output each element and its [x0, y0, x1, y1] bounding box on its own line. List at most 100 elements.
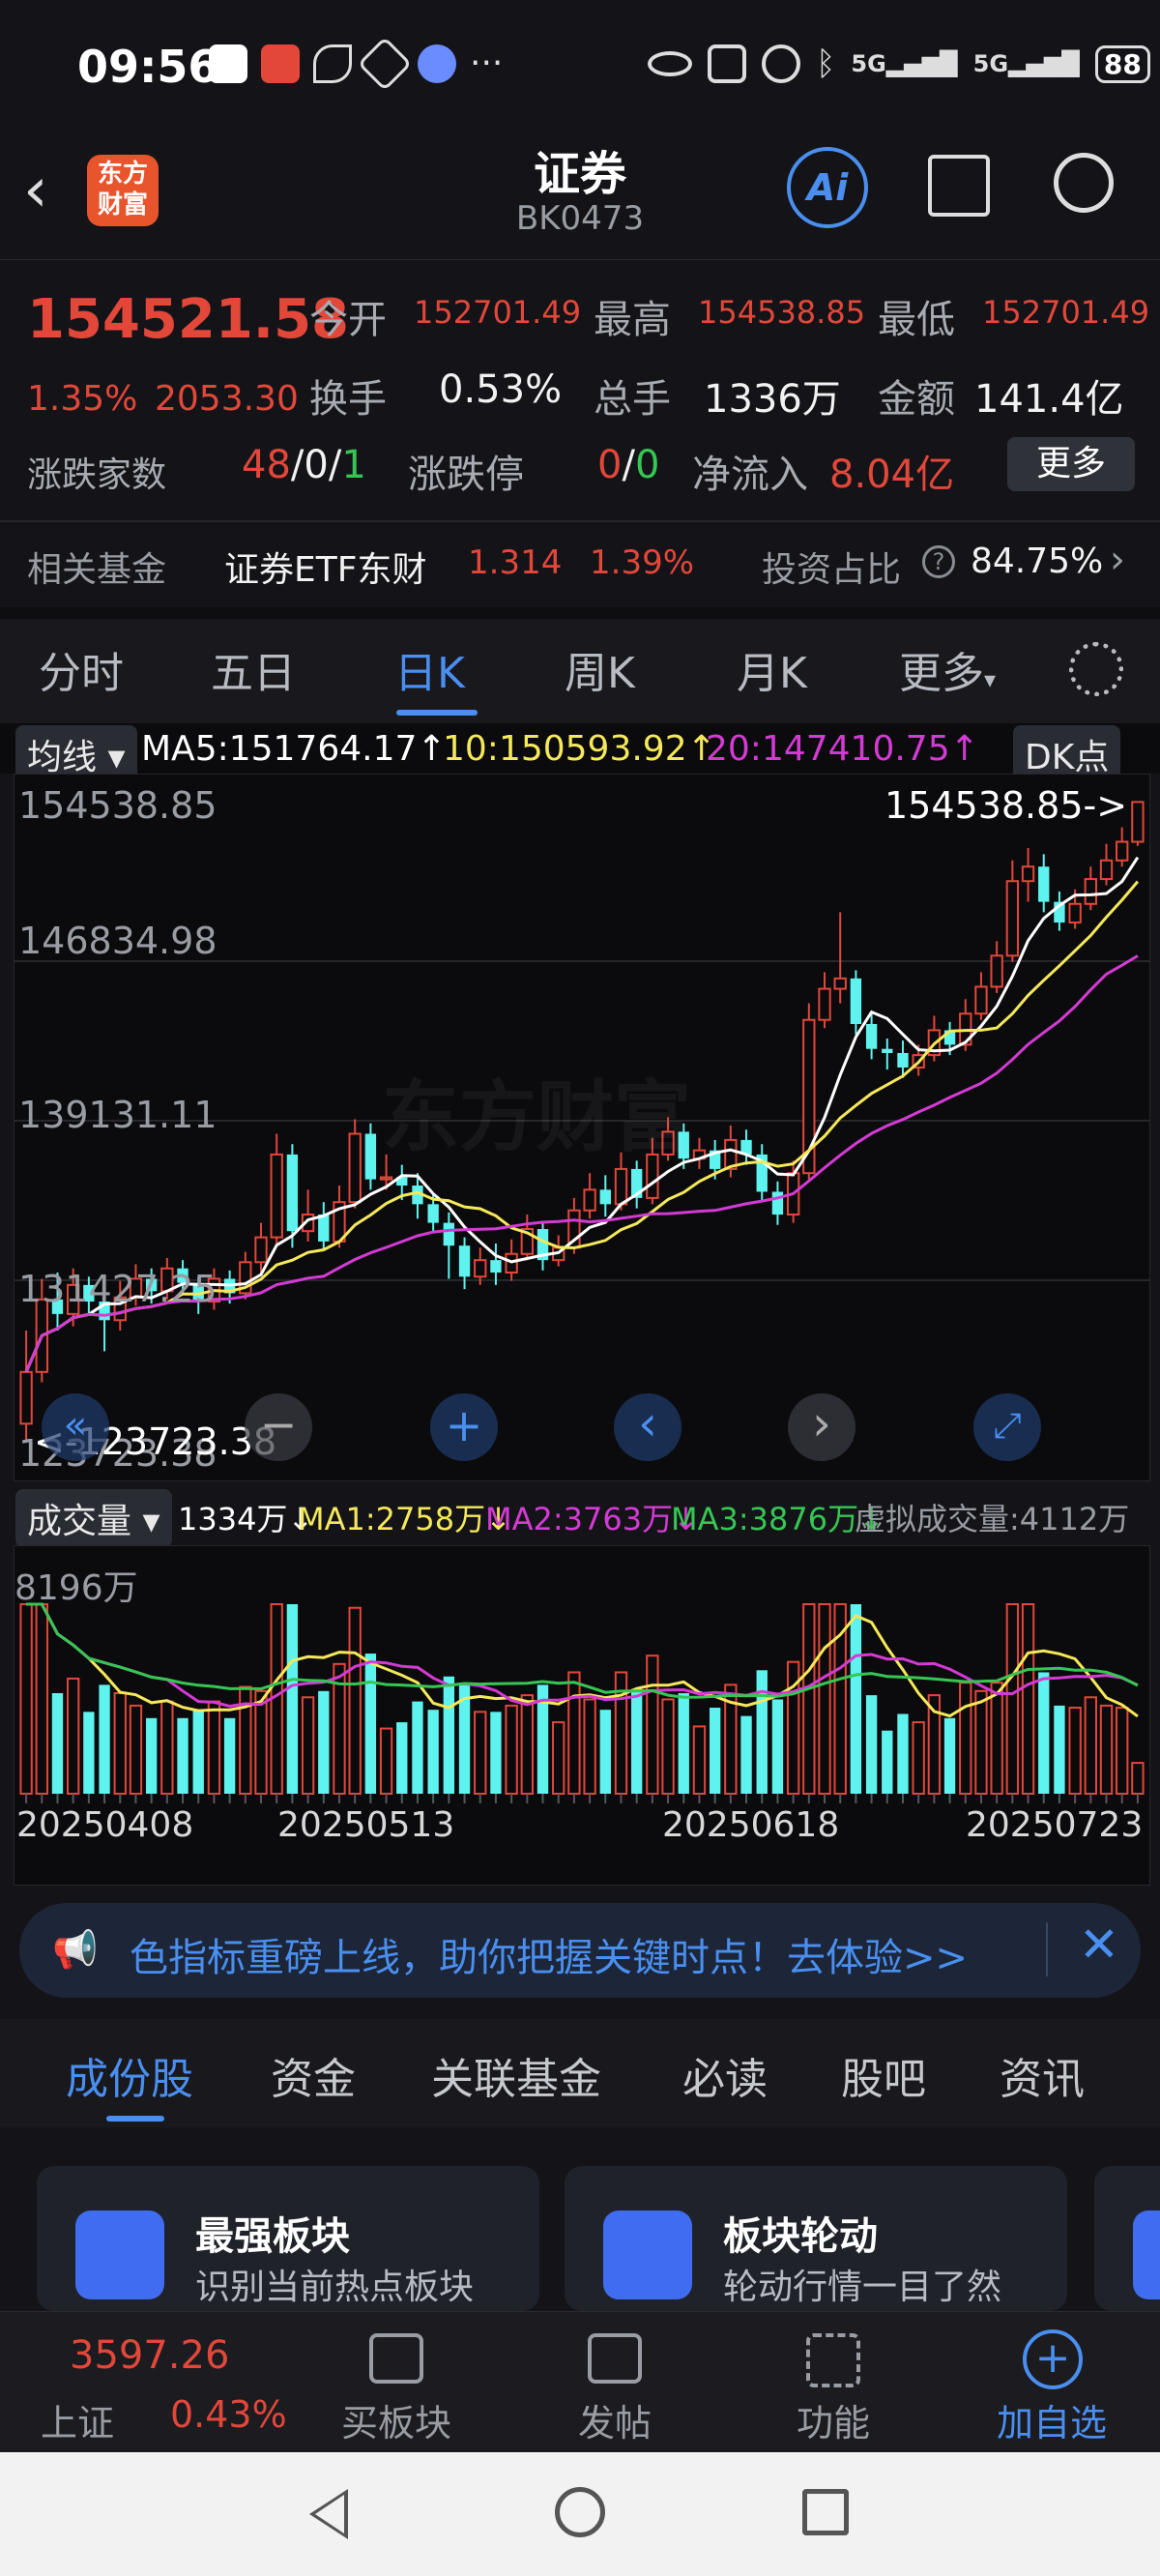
tab-news[interactable]: 资讯	[1000, 2055, 1085, 2104]
settings-gear-icon[interactable]	[1069, 642, 1123, 696]
candle-body	[318, 1215, 330, 1242]
fullscreen-icon[interactable]: ⤢	[973, 1393, 1041, 1461]
volume-selector[interactable]: 成交量 ▾	[15, 1489, 172, 1547]
tab-fenshi[interactable]: 分时	[39, 649, 124, 698]
help-icon[interactable]: ?	[922, 545, 955, 578]
volume-bar	[364, 1654, 377, 1794]
chevron-right-icon[interactable]: ›	[1110, 538, 1125, 582]
volume-bar	[286, 1604, 299, 1794]
date-label-2: 20250513	[277, 1805, 455, 1845]
tab-must-read[interactable]: 必读	[682, 2055, 768, 2104]
index-value[interactable]: 3597.26	[70, 2333, 230, 2378]
volume-svg	[19, 1602, 1145, 1803]
counts-label: 涨跌家数	[27, 455, 167, 495]
index-name[interactable]: 上证	[41, 2402, 115, 2444]
volume-chart[interactable]: 8196万 20250408 20250513 20250618 2025072…	[14, 1545, 1150, 1886]
candle-body	[301, 1214, 315, 1233]
banner-text: 色指标重磅上线，助你把握关键时点！去体验>>	[130, 1936, 969, 1980]
volume-header: 成交量 ▾ 1334万↓ MA1:2758万↓ MA2:3763万↓ MA3:3…	[0, 1487, 1160, 1547]
tab-forum[interactable]: 股吧	[841, 2055, 926, 2104]
ma-bar: 均线 ▾ MA5:151764.17↑ 10:150593.92↑ 20:147…	[0, 723, 1160, 783]
candle-body	[520, 1228, 534, 1255]
limit-counts: 0/0	[597, 443, 660, 487]
limit-label: 涨跌停	[408, 453, 524, 497]
buy-sector-icon	[369, 2333, 423, 2384]
nav-functions[interactable]: 功能	[746, 2322, 920, 2447]
nav-label: 加自选	[996, 2402, 1107, 2444]
tab-related-funds[interactable]: 关联基金	[431, 2055, 601, 2104]
candle-body	[458, 1245, 471, 1277]
back-arrow-icon[interactable]: ‹	[23, 155, 48, 226]
system-recents-icon[interactable]	[802, 2489, 849, 2535]
candle-body	[724, 1138, 738, 1170]
tab-funds[interactable]: 资金	[271, 2055, 356, 2104]
candle-body	[67, 1283, 80, 1315]
more-button[interactable]: 更多	[1007, 437, 1135, 491]
y-label-3: 139131.11	[18, 1094, 218, 1136]
volume-bar	[1068, 1707, 1082, 1796]
card-partial[interactable]	[1094, 2166, 1160, 2311]
volume-bar	[505, 1704, 518, 1796]
volume-bar	[709, 1708, 721, 1794]
nav-post[interactable]: 发帖	[528, 2322, 702, 2447]
volume-bar	[490, 1712, 502, 1794]
share-icon[interactable]	[928, 155, 990, 217]
app-logo: 东方财富	[87, 155, 159, 226]
tab-components[interactable]: 成份股	[66, 2055, 193, 2104]
tab-more[interactable]: 更多▾	[899, 638, 996, 700]
candle-body	[865, 1024, 878, 1049]
nav-buy-sector[interactable]: 买板块	[309, 2322, 483, 2447]
ratio-label: 投资占比	[762, 550, 902, 590]
volume-bar	[818, 1603, 831, 1795]
volume-bar	[1131, 1762, 1145, 1796]
tab-rik[interactable]: 日K	[394, 649, 465, 698]
vol-max-label: 8196万	[14, 1568, 138, 1608]
promo-banner[interactable]: 📢 色指标重磅上线，助你把握关键时点！去体验>> ✕	[19, 1903, 1141, 1998]
change-percent: 1.35%	[27, 379, 138, 419]
volume-bar	[348, 1606, 362, 1795]
tab-zhouk[interactable]: 周K	[565, 649, 635, 698]
nav-add-watchlist[interactable]: + 加自选	[965, 2322, 1139, 2447]
volume-value: 1336万	[704, 377, 841, 422]
board-code: BK0473	[515, 199, 645, 238]
zoom-out-icon[interactable]: −	[245, 1393, 312, 1461]
candle-body	[631, 1168, 643, 1198]
volume-bar	[379, 1727, 393, 1795]
tab-yuek[interactable]: 月K	[737, 649, 807, 698]
volume-bar	[959, 1682, 972, 1795]
system-home-icon[interactable]	[555, 2487, 605, 2537]
chart-icon	[75, 2210, 164, 2299]
card-strongest-sector[interactable]: 最强板块 识别当前热点板块	[37, 2166, 539, 2311]
kline-chart[interactable]: 东方财富 154538.85 146834.98 139131.11 13142…	[14, 774, 1150, 1481]
5g-signal-icon: 5G▂▄▆█	[851, 50, 958, 77]
date-label-3: 20250618	[662, 1805, 840, 1845]
candle-body	[850, 978, 862, 1025]
volume-bar	[51, 1692, 64, 1794]
next-icon[interactable]: ›	[788, 1393, 856, 1461]
tab-wuri[interactable]: 五日	[211, 649, 296, 698]
vol-ma2-line	[26, 1602, 1139, 1709]
volume-bar	[427, 1710, 439, 1794]
close-icon[interactable]: ✕	[1079, 1917, 1119, 1973]
ai-button[interactable]: Ai	[787, 147, 868, 228]
candle-body	[19, 1370, 33, 1425]
volume-label: 总手	[594, 377, 671, 422]
fund-name[interactable]: 证券ETF东财	[224, 550, 427, 590]
index-pct[interactable]: 0.43%	[170, 2393, 287, 2436]
prev-icon[interactable]: ‹	[614, 1393, 682, 1461]
vol-ma3: MA3:3876万↓	[671, 1501, 884, 1537]
open-label: 今开	[309, 298, 387, 342]
active-tab-indicator	[396, 710, 478, 716]
candle-body	[474, 1259, 487, 1278]
amount-value: 141.4亿	[974, 377, 1124, 422]
rewind-icon[interactable]: «	[42, 1393, 109, 1461]
search-icon[interactable]	[1054, 153, 1114, 213]
zoom-in-icon[interactable]: +	[430, 1393, 498, 1461]
volume-bar	[474, 1711, 487, 1795]
card-sector-rotation[interactable]: 板块轮动 轮动行情一目了然	[565, 2166, 1067, 2311]
candle-body	[379, 1176, 393, 1181]
volume-bar	[160, 1700, 174, 1795]
volume-bar	[771, 1699, 784, 1794]
status-right-icons: ᛒ 5G▂▄▆█ 5G▂▄▆█ 88	[648, 44, 1150, 83]
y-label-4: 131427.25	[18, 1268, 218, 1310]
